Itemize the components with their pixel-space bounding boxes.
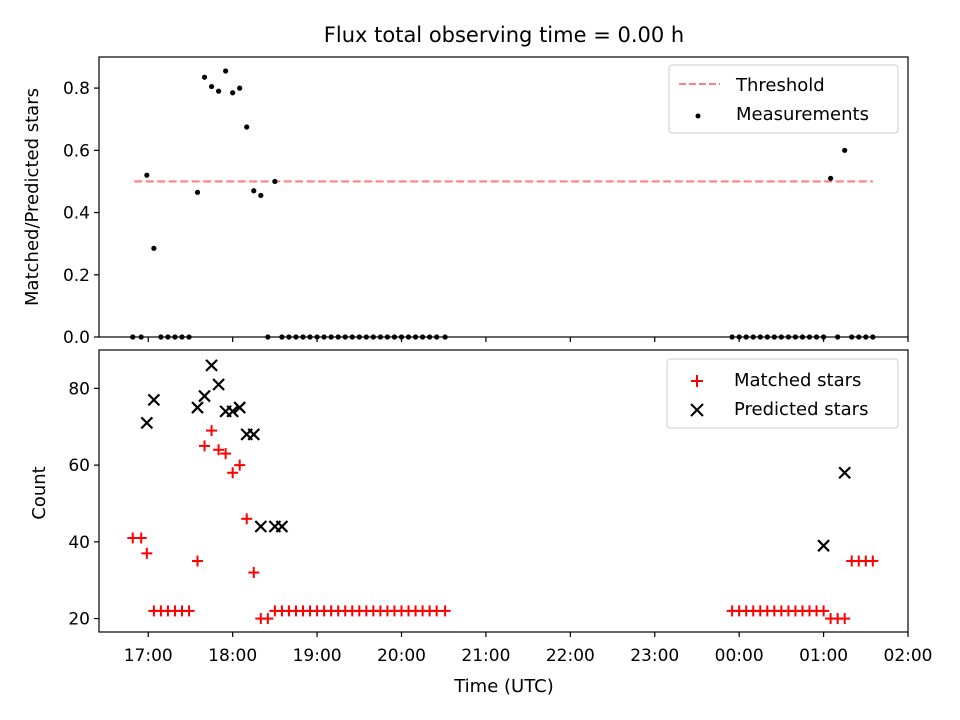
matched-legend-marker <box>691 375 703 387</box>
x-tick-label: 23:00 <box>630 646 679 666</box>
matched-legend-label: Matched stars <box>734 370 861 391</box>
predicted-star-point <box>275 520 289 533</box>
matched-star-point <box>135 532 147 544</box>
bottom-x-ticks: 17:00 18:00 19:00 20:00 21:00 22:00 23:00 00:00… <box>124 632 933 666</box>
bottom-y-axis-label: Count <box>29 466 50 519</box>
matched-star-point <box>439 605 451 617</box>
bottom-panel: 20 40 60 80 17:00 18:00 19:00 20:00 21:00 22:00 2… <box>29 349 933 697</box>
predicted-legend-label: Predicted stars <box>734 399 868 420</box>
x-axis-label: Time (UTC) <box>453 676 554 697</box>
measurement-point <box>828 175 834 181</box>
top-y-tick-label: 0.6 <box>63 141 90 161</box>
matched-star-point <box>867 555 879 567</box>
matched-star-point <box>213 444 225 456</box>
matched-star-point <box>199 440 211 452</box>
matched-star-point <box>220 448 232 460</box>
predicted-star-point <box>198 389 211 403</box>
predicted-star-point <box>247 428 261 441</box>
measurement-point <box>223 68 229 74</box>
measurement-point <box>208 83 215 90</box>
matched-star-point <box>141 547 153 559</box>
top-panel: 0.00.20.40.60.8 Matched/Predicted stars … <box>22 56 909 348</box>
bottom-y-tick-label: 20 <box>68 610 90 630</box>
matched-star-point <box>191 555 203 567</box>
x-tick-label: 21:00 <box>461 646 510 666</box>
measurement-point <box>215 88 222 94</box>
bottom-y-ticks: 20 40 60 80 <box>68 379 99 630</box>
measurement-point <box>194 189 201 195</box>
predicted-star-point <box>191 401 204 414</box>
top-x-ticks <box>147 337 909 342</box>
measurement-point <box>151 245 157 251</box>
matched-star-point <box>839 613 851 625</box>
top-legend-box <box>668 64 899 134</box>
x-tick-label: 01:00 <box>799 646 848 666</box>
x-tick-label: 02:00 <box>884 646 933 666</box>
matched-star-point <box>262 613 274 625</box>
bottom-legend: Matched stars Predicted stars <box>666 358 899 429</box>
bottom-y-tick-label: 40 <box>68 533 90 553</box>
predicted-star-point <box>140 416 154 430</box>
predicted-legend-marker <box>690 403 704 417</box>
threshold-legend-label: Threshold <box>735 75 825 96</box>
matched-star-point <box>227 467 239 479</box>
matched-star-point <box>183 605 195 617</box>
predicted-star-point <box>233 401 246 414</box>
predicted-star-point <box>817 539 830 552</box>
x-tick-label: 19:00 <box>293 646 342 666</box>
predicted-star-point <box>838 466 851 480</box>
measurement-point <box>258 192 264 199</box>
chart-title: Flux total observing time = 0.00 h <box>324 23 684 47</box>
top-y-tick-label: 0.0 <box>63 328 90 348</box>
predicted-star-point <box>254 520 268 533</box>
x-tick-label: 17:00 <box>124 646 173 666</box>
bottom-marks <box>127 359 879 625</box>
x-tick-label: 20:00 <box>377 646 426 666</box>
matched-star-point <box>818 605 830 617</box>
measurement-point <box>201 74 208 80</box>
predicted-star-point <box>212 378 225 391</box>
x-tick-label: 00:00 <box>715 646 764 666</box>
top-plot-frame <box>98 56 909 338</box>
x-tick-label: 18:00 <box>208 646 257 666</box>
matched-star-point <box>206 425 218 437</box>
bottom-plot-frame <box>98 349 909 633</box>
x-tick-label: 22:00 <box>546 646 595 666</box>
top-y-axis-label: Matched/Predicted stars <box>22 88 43 306</box>
bottom-y-tick-label: 60 <box>68 456 90 476</box>
top-legend: Threshold Measurements <box>668 64 899 134</box>
bottom-legend-box <box>666 358 899 429</box>
predicted-star-point <box>226 405 239 418</box>
predicted-star-point <box>205 359 218 372</box>
measurements-legend-marker <box>695 113 701 119</box>
predicted-star-point <box>147 393 161 407</box>
measurement-point <box>272 178 278 185</box>
top-y-tick-label: 0.4 <box>63 204 90 224</box>
matched-star-point <box>234 459 246 471</box>
bottom-y-tick-label: 80 <box>68 379 90 399</box>
measurement-point <box>842 147 848 153</box>
measurement-point <box>144 172 150 178</box>
measurement-point <box>237 85 243 91</box>
measurement-point <box>244 124 250 130</box>
measurement-point <box>230 90 236 96</box>
top-y-tick-label: 0.2 <box>63 266 90 286</box>
measurement-point <box>251 188 257 194</box>
matched-star-point <box>248 567 260 579</box>
top-y-ticks: 0.0 0.2 0.4 0.6 0.8 <box>63 79 99 348</box>
top-y-tick-label: 0.8 <box>63 79 90 99</box>
measurements-legend-label: Measurements <box>736 104 869 125</box>
matched-star-point <box>241 513 253 525</box>
